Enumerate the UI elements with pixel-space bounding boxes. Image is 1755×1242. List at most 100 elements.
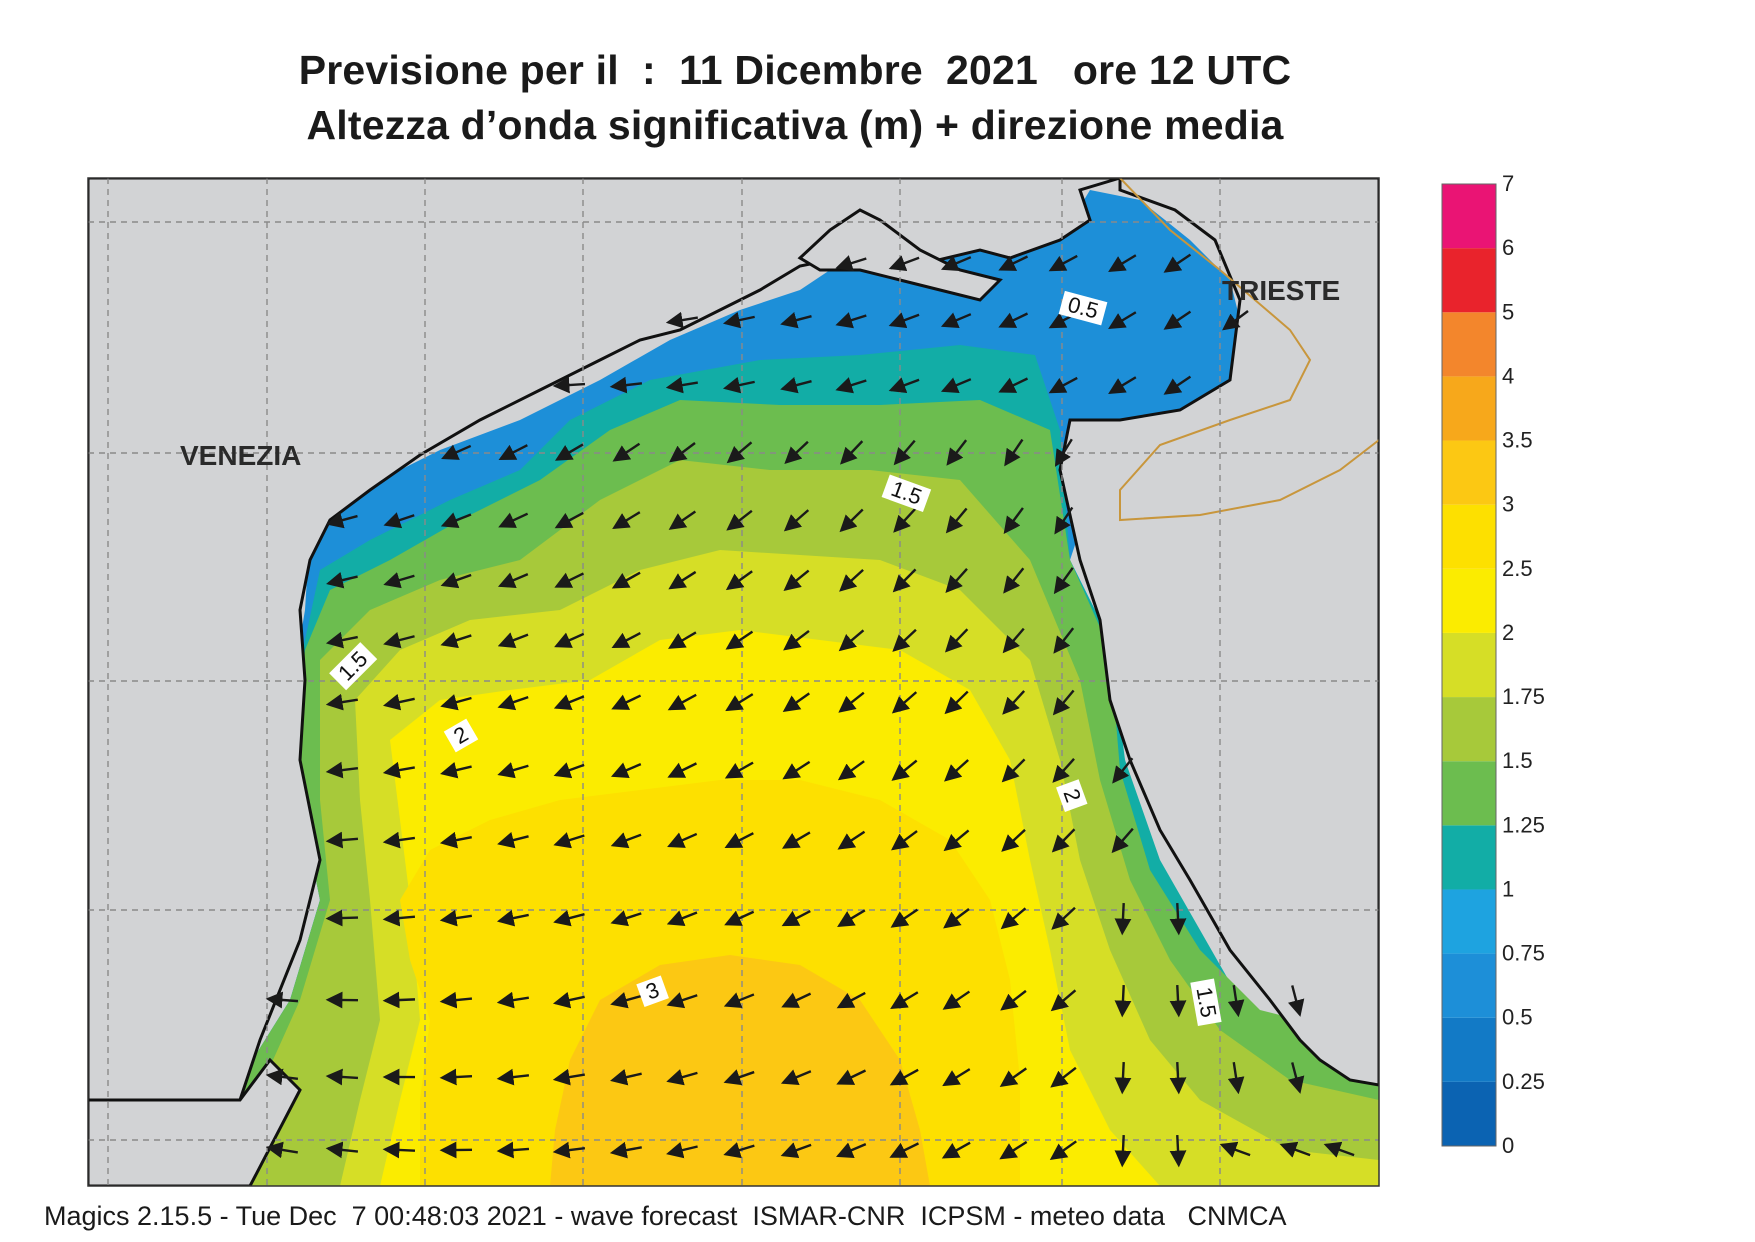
wave-direction-arrow — [780, 312, 812, 329]
wave-direction-arrow — [1048, 254, 1078, 272]
wave-direction-arrow — [837, 760, 865, 781]
wave-direction-arrow — [668, 510, 697, 530]
wave-direction-arrow — [1054, 438, 1073, 467]
legend-tick-label: 6 — [1502, 235, 1514, 260]
wave-direction-arrow — [325, 909, 359, 927]
wave-direction-arrow — [943, 908, 970, 929]
wave-direction-arrow — [722, 311, 755, 329]
wave-direction-arrow — [780, 1142, 812, 1159]
legend-swatch — [1442, 312, 1496, 377]
wave-direction-arrow — [439, 1068, 473, 1086]
wave-direction-arrow — [610, 910, 642, 927]
wave-direction-arrow — [611, 571, 641, 589]
wave-direction-arrow — [1169, 1061, 1187, 1095]
wave-direction-arrow — [1052, 689, 1075, 716]
wave-direction-arrow — [893, 508, 917, 533]
wave-direction-arrow — [1227, 1061, 1245, 1095]
legend-swatch — [1442, 184, 1496, 249]
wave-direction-arrow — [941, 1141, 971, 1159]
wave-direction-arrow — [497, 694, 529, 711]
wave-direction-arrow — [838, 629, 865, 652]
wave-direction-arrow — [669, 442, 696, 463]
wave-direction-arrow — [889, 1142, 919, 1158]
wave-direction-arrow — [1222, 310, 1249, 331]
wave-direction-arrow — [325, 761, 359, 779]
legend-tick-label: 7 — [1502, 171, 1514, 196]
wave-direction-arrow — [782, 692, 810, 712]
legend-tick-label: 1.5 — [1502, 748, 1533, 773]
graticule — [88, 178, 1379, 1186]
wave-direction-arrow — [439, 991, 473, 1009]
wave-direction-arrow — [1054, 506, 1074, 535]
legend-tick-label: 2 — [1502, 620, 1514, 645]
wave-direction-arrow — [552, 991, 585, 1009]
legend-tick-label: 1 — [1502, 876, 1514, 901]
wave-direction-arrow — [668, 631, 697, 649]
wave-direction-arrow — [441, 444, 472, 460]
legend-tick-label: 0.25 — [1502, 1069, 1545, 1094]
wave-direction-arrow — [1288, 1062, 1305, 1094]
wave-direction-arrow — [780, 377, 812, 394]
wave-direction-arrow — [610, 762, 642, 778]
wave-direction-arrow — [552, 1141, 586, 1159]
legend-tick-label: 5 — [1502, 299, 1514, 324]
wave-direction-arrow — [944, 628, 969, 653]
wave-direction-arrow — [497, 832, 529, 849]
wave-direction-arrow — [440, 512, 472, 529]
wave-direction-arrow — [665, 376, 698, 394]
legend-swatch — [1442, 376, 1496, 441]
legend-tick-label: 0.75 — [1502, 941, 1545, 966]
wave-direction-arrow — [610, 832, 642, 849]
wave-direction-arrow — [326, 571, 358, 589]
wave-direction-arrow — [724, 761, 754, 779]
wave-direction-arrow — [667, 832, 698, 848]
legend-tick-label: 1.75 — [1502, 684, 1545, 709]
wave-height-field — [240, 190, 1379, 1186]
wave-direction-arrow — [998, 377, 1029, 393]
wave-direction-arrow — [893, 439, 916, 466]
wave-direction-arrow — [892, 628, 917, 652]
wave-direction-arrow — [612, 442, 641, 462]
wave-direction-arrow — [1053, 567, 1074, 595]
wave-direction-arrow — [1169, 1134, 1187, 1168]
wave-direction-arrow — [382, 909, 416, 927]
wave-direction-arrow — [891, 691, 918, 714]
wave-direction-arrow — [945, 568, 968, 593]
wave-direction-arrow — [666, 910, 698, 927]
wave-direction-arrow — [325, 831, 359, 849]
wave-direction-arrow — [1000, 907, 1027, 930]
wave-direction-arrow — [1323, 1141, 1355, 1158]
wave-direction-arrow — [383, 632, 415, 649]
wave-direction-arrow — [723, 1069, 755, 1086]
contour-label-2: 2 — [1056, 779, 1088, 812]
wave-direction-arrow — [497, 762, 529, 779]
legend-tick-label: 4 — [1502, 363, 1514, 388]
legend-swatch — [1442, 825, 1496, 890]
wave-direction-arrow — [496, 1141, 530, 1159]
legend-swatch — [1442, 889, 1496, 954]
contour-label-2: 2 — [443, 718, 479, 753]
wave-direction-arrow — [1050, 989, 1077, 1012]
wave-direction-arrow — [611, 694, 642, 710]
wave-direction-arrow — [665, 311, 698, 329]
wave-direction-arrow — [554, 632, 585, 648]
wave-direction-arrow — [782, 760, 811, 780]
legend-swatch — [1442, 632, 1496, 698]
legend-tick-label: 0.5 — [1502, 1005, 1533, 1030]
legend-swatch — [1442, 568, 1496, 633]
wave-direction-arrow — [1111, 827, 1134, 854]
wave-direction-arrow — [781, 909, 811, 927]
wave-direction-arrow — [1051, 828, 1076, 853]
legend-swatch — [1442, 248, 1496, 313]
wave-direction-arrow — [552, 1068, 585, 1086]
wave-direction-arrow — [1053, 627, 1075, 654]
map-frame — [87, 177, 1380, 1187]
contour-label-1.5: 1.5 — [1190, 978, 1222, 1027]
wave-direction-arrow — [835, 255, 867, 272]
wave-direction-arrow — [440, 694, 472, 711]
land-north — [88, 178, 1379, 1102]
wave-direction-arrow — [999, 1140, 1028, 1160]
wave-direction-arrow — [725, 570, 753, 591]
title-line-1: Previsione per il : 11 Dicembre 2021 ore… — [298, 47, 1292, 93]
